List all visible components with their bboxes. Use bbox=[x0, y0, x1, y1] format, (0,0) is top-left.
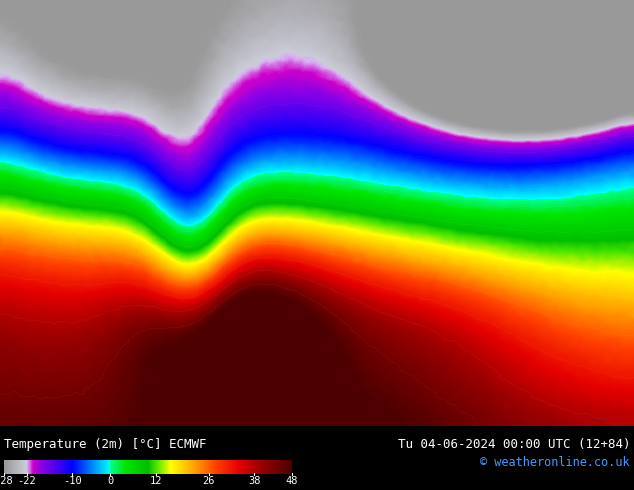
Text: -22: -22 bbox=[17, 476, 36, 486]
Text: 12: 12 bbox=[150, 476, 162, 486]
Text: Tu 04-06-2024 00:00 UTC (12+84): Tu 04-06-2024 00:00 UTC (12+84) bbox=[398, 438, 630, 451]
Text: 0: 0 bbox=[107, 476, 113, 486]
Text: -28: -28 bbox=[0, 476, 13, 486]
Text: Temperature (2m) [°C] ECMWF: Temperature (2m) [°C] ECMWF bbox=[4, 438, 207, 451]
Text: 26: 26 bbox=[202, 476, 215, 486]
Text: -10: -10 bbox=[63, 476, 82, 486]
Text: 48: 48 bbox=[286, 476, 298, 486]
Text: © weatheronline.co.uk: © weatheronline.co.uk bbox=[481, 456, 630, 469]
Text: 38: 38 bbox=[248, 476, 261, 486]
